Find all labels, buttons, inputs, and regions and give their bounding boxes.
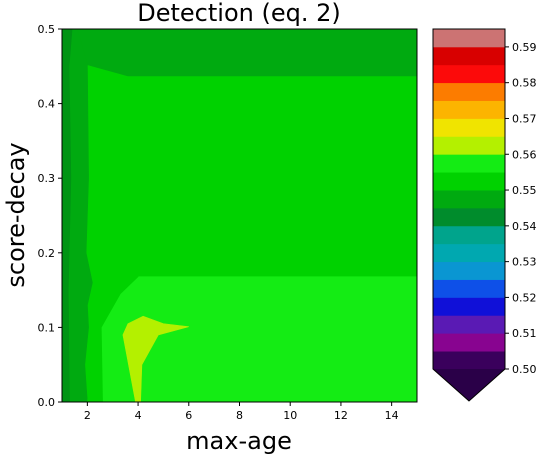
contour-region-peak — [122, 315, 189, 403]
colorbar-level — [433, 100, 505, 119]
colorbar-level — [433, 261, 505, 280]
colorbar-level — [433, 190, 505, 209]
colorbar-tick-label: 0.59 — [512, 41, 537, 54]
colorbar-tick-label: 0.53 — [512, 256, 537, 269]
x-tick-label: 8 — [236, 409, 243, 422]
colorbar-level — [433, 82, 505, 101]
colorbar-tick-label: 0.55 — [512, 184, 537, 197]
colorbar-level — [433, 136, 505, 155]
colorbar-level — [433, 333, 505, 352]
y-tick-label: 0.2 — [38, 247, 56, 260]
colorbar-tick-label: 0.52 — [512, 291, 537, 304]
colorbar-tick-label: 0.51 — [512, 327, 537, 340]
chart-title: Detection (eq. 2) — [137, 0, 340, 27]
colorbar-level — [433, 279, 505, 298]
colorbar-level — [433, 64, 505, 84]
colorbar-level — [433, 207, 505, 227]
colorbar-tick-label: 0.56 — [512, 148, 537, 161]
x-tick-label: 4 — [135, 409, 142, 422]
colorbar-level — [433, 351, 505, 370]
colorbar-level — [433, 225, 505, 245]
y-tick-label: 0.1 — [38, 321, 56, 334]
x-tick-label: 12 — [334, 409, 348, 422]
colorbar-tick-label: 0.50 — [512, 363, 537, 376]
y-axis-title: score-decay — [2, 142, 30, 287]
colorbar-level — [433, 118, 505, 137]
colorbar-level — [433, 315, 505, 334]
plot-area — [61, 28, 418, 403]
x-tick-label: 2 — [84, 409, 91, 422]
colorbar-level — [433, 154, 505, 173]
y-axis: 0.0 0.1 0.2 0.3 0.4 0.5 — [38, 23, 62, 409]
contour-region-lower-left-notch — [87, 276, 139, 403]
x-tick-label: 10 — [283, 409, 297, 422]
colorbar-tick-label: 0.57 — [512, 112, 537, 125]
x-tick-label: 6 — [185, 409, 192, 422]
colorbar-tick-label: 0.58 — [512, 77, 537, 90]
y-tick-label: 0.0 — [38, 396, 56, 409]
colorbar-level — [433, 172, 505, 191]
x-axis-title: max-age — [186, 427, 292, 455]
colorbar-tick-label: 0.54 — [512, 220, 537, 233]
colorbar-frame — [432, 28, 506, 402]
colorbar-level — [433, 46, 505, 66]
colorbar-level — [433, 243, 505, 263]
colorbar: 0.50 0.51 0.52 0.53 0.54 0.55 0.56 0.57 0.58 0.59 — [432, 28, 537, 402]
x-tick-label: 14 — [385, 409, 399, 422]
y-tick-label: 0.5 — [38, 23, 56, 36]
colorbar-level — [433, 29, 505, 48]
colorbar-level — [433, 297, 505, 316]
colorbar-extension — [433, 369, 505, 401]
x-axis: 2 4 6 8 10 12 14 — [84, 402, 399, 422]
y-tick-label: 0.4 — [38, 98, 56, 111]
y-tick-label: 0.3 — [38, 172, 56, 185]
contour-region-upper-band — [62, 28, 418, 77]
